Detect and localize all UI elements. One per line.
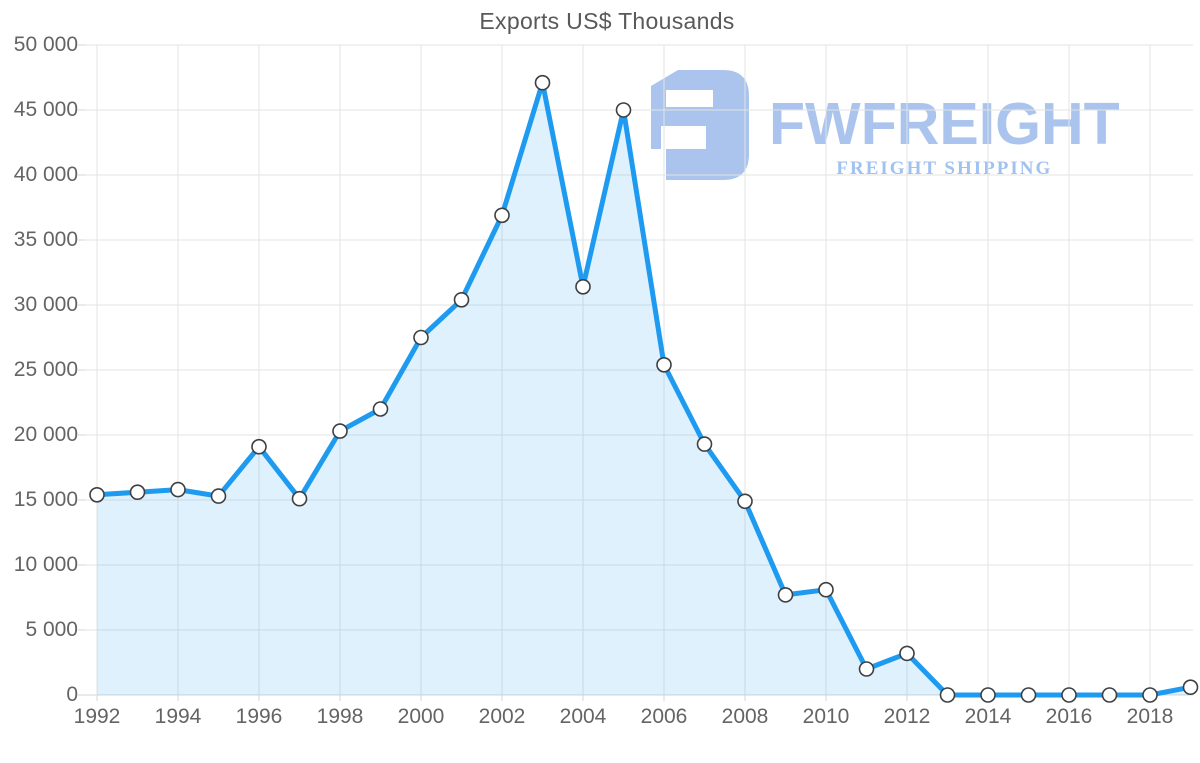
- y-tick-label: 15 000: [13, 488, 78, 511]
- x-tick-label: 1996: [235, 705, 283, 728]
- data-point-marker: [453, 291, 470, 308]
- data-point-marker: [980, 687, 996, 703]
- data-point-marker: [818, 581, 834, 598]
- y-tick-label: 35 000: [13, 228, 78, 251]
- data-point-marker: [1101, 687, 1118, 703]
- x-tick-label: 2000: [397, 705, 445, 728]
- data-point-marker: [939, 687, 956, 703]
- chart-title: Exports US$ Thousands: [479, 8, 735, 34]
- data-point-marker: [534, 74, 551, 91]
- series-area: [97, 82, 1191, 695]
- brand-tagline: FREIGHT SHIPPING: [836, 158, 1053, 179]
- data-point-marker: [494, 207, 510, 224]
- x-tick-label: 2008: [721, 705, 769, 728]
- data-point-marker: [575, 278, 591, 295]
- data-point-marker: [89, 486, 105, 503]
- y-tick-label: 0: [66, 683, 78, 706]
- brand-name: FWFREIGHT: [769, 91, 1120, 157]
- x-tick-label: 2010: [802, 705, 850, 728]
- data-point-marker: [332, 423, 348, 439]
- x-tick-label: 2004: [559, 705, 607, 728]
- data-point-marker: [696, 436, 713, 452]
- y-tick-label: 40 000: [13, 163, 78, 186]
- data-point-marker: [737, 493, 753, 510]
- data-point-marker: [291, 490, 308, 507]
- data-point-marker: [1182, 679, 1199, 696]
- x-tick-label: 1992: [73, 705, 121, 728]
- data-point-marker: [372, 401, 389, 417]
- x-tick-label: 2014: [964, 705, 1012, 728]
- data-point-marker: [1142, 687, 1158, 703]
- brand-logo-notch-top: [666, 90, 713, 107]
- y-tick-label: 50 000: [13, 33, 78, 56]
- data-point-marker: [251, 438, 267, 455]
- data-point-marker: [615, 102, 632, 118]
- y-tick-label: 20 000: [13, 423, 78, 446]
- x-tick-label: 1994: [154, 705, 202, 728]
- data-point-marker: [129, 484, 146, 501]
- x-tick-label: 2002: [478, 705, 526, 728]
- y-tick-label: 10 000: [13, 553, 78, 576]
- brand-text-block: FWFREIGHT FREIGHT SHIPPING: [769, 69, 1120, 180]
- series-line: [94, 80, 1193, 698]
- x-tick-label: 2006: [640, 705, 688, 728]
- y-tick-label: 5 000: [25, 618, 78, 641]
- y-tick-label: 25 000: [13, 358, 78, 381]
- data-point-marker: [210, 488, 227, 504]
- data-point-marker: [858, 661, 875, 677]
- data-point-marker: [899, 645, 915, 662]
- data-point-marker: [777, 587, 794, 603]
- x-tick-label: 2012: [883, 705, 931, 728]
- data-point-marker: [1020, 687, 1037, 703]
- data-point-marker: [656, 356, 672, 373]
- x-tick-label: 2018: [1126, 705, 1174, 728]
- brand-logo-notch-mid: [661, 126, 706, 149]
- x-tick-label: 1998: [316, 705, 364, 728]
- brand-watermark: FWFREIGHT FREIGHT SHIPPING: [651, 69, 1120, 181]
- y-tick-label: 45 000: [13, 98, 78, 121]
- data-point-marker: [1061, 687, 1077, 703]
- data-point-marker: [170, 481, 186, 498]
- data-point-marker: [413, 329, 429, 346]
- y-tick-label: 30 000: [13, 293, 78, 316]
- brand-logo-icon: [651, 70, 749, 180]
- x-tick-label: 2016: [1045, 705, 1093, 728]
